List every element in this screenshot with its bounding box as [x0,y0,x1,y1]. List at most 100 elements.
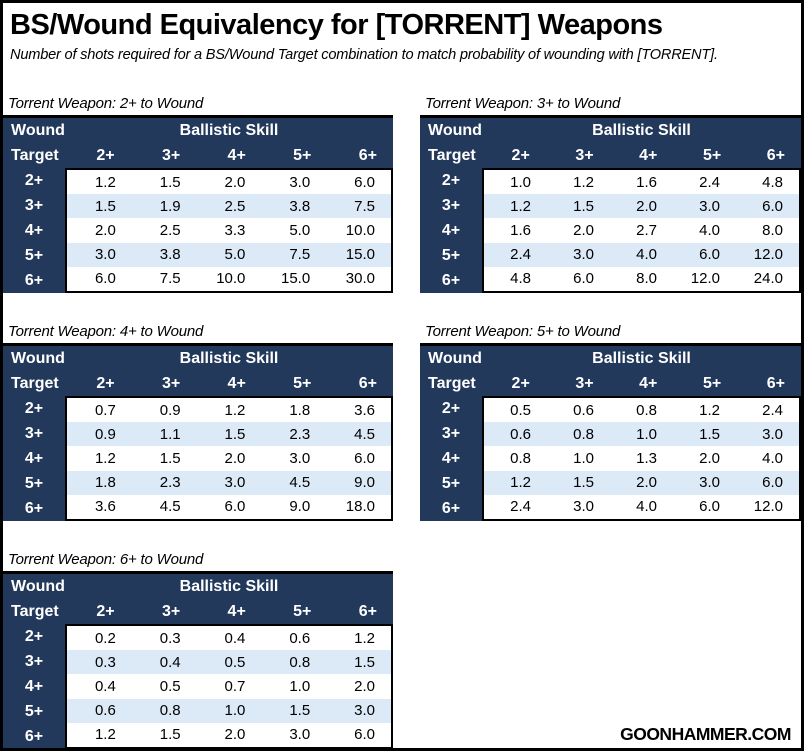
target-header-label: Target [11,602,59,620]
data-cell: 18.0 [345,498,375,516]
data-cell: 0.8 [636,401,657,419]
table-body: 2+ 3+ 4+ 5+ 6+ 1.0 1.2 1.6 2.4 4.8 1.2 1.5 2.0 3.0 6.… [420,168,801,293]
bs-column-header: 4+ [639,146,658,164]
table-header-row-1: Wound Ballistic Skill [420,118,801,143]
data-cell: 3.6 [94,498,116,516]
bs-column-header: 6+ [358,602,377,620]
wound-target-column: 2+ 3+ 4+ 5+ 6+ [420,396,482,521]
table-caption: Torrent Weapon: 4+ to Wound [8,323,204,340]
table-body: 2+ 3+ 4+ 5+ 6+ 0.5 0.6 0.8 1.2 2.4 0.6 0.8 1.0 1.5 3.… [420,396,801,521]
table-row: 1.2 1.5 2.0 3.0 6.0 [67,170,391,195]
table-header-row-2: Target 2+ 3+ 4+ 5+ 6+ [3,143,393,168]
data-cell: 1.5 [354,653,375,671]
table-row: 1.2 1.5 2.0 3.0 6.0 [67,722,391,747]
wound-target-label: 4+ [24,677,44,695]
data-cell: 2.0 [94,221,116,239]
data-cell: 1.6 [510,221,531,239]
data-cell: 6.0 [699,246,720,264]
data-cell: 7.5 [289,246,311,264]
data-cell: 1.8 [94,474,116,492]
goonhammer-watermark: GOONHAMMER.COM [620,724,791,744]
weapon-table-block: Torrent Weapon: 4+ to Wound Wound Ballis… [3,323,393,521]
equivalency-table: Wound Ballistic Skill Target 2+ 3+ 4+ 5+ 6+ … [3,343,393,521]
bs-column-header: 6+ [358,374,377,392]
bs-column-header: 3+ [161,374,181,392]
page-title: BS/Wound Equivalency for [TORRENT] Weapo… [10,9,663,41]
data-cell: 0.3 [94,653,116,671]
data-cell: 0.2 [94,629,116,647]
bs-column-header: 3+ [161,602,181,620]
table-row: 1.6 2.0 2.7 4.0 8.0 [484,218,799,243]
table-body: 2+ 3+ 4+ 5+ 6+ 0.7 0.9 1.2 1.8 3.6 0.9 1.1 1.5 2.3 4.… [3,396,393,521]
ballistic-skill-header: Ballistic Skill [592,121,691,139]
data-cell: 1.2 [94,173,116,191]
wound-target-label: 2+ [24,171,44,189]
data-cell: 2.4 [762,401,783,419]
wound-target-column: 2+ 3+ 4+ 5+ 6+ [420,168,482,293]
data-cell: 2.0 [699,449,720,467]
table-caption: Torrent Weapon: 3+ to Wound [425,95,621,112]
table-row: 0.9 1.1 1.5 2.3 4.5 [67,422,391,447]
data-cell: 10.0 [345,221,375,239]
data-cell: 0.8 [510,449,531,467]
wound-target-label: 5+ [441,474,461,492]
table-row: 0.2 0.3 0.4 0.6 1.2 [67,626,391,651]
data-cell: 15.0 [280,270,311,288]
data-cell: 6.0 [354,726,375,744]
equivalency-table: Wound Ballistic Skill Target 2+ 3+ 4+ 5+ 6+ … [3,571,393,748]
table-header-row-1: Wound Ballistic Skill [3,118,393,143]
data-cell: 4.8 [510,270,531,288]
data-cell: 7.5 [159,270,181,288]
wound-target-label: 2+ [24,627,44,645]
data-cell: 4.0 [762,449,783,467]
data-cell: 0.7 [224,677,246,695]
data-cell: 3.0 [699,474,720,492]
bs-column-header: 5+ [293,374,312,392]
bs-column-header: 6+ [766,146,785,164]
table-row: 0.7 0.9 1.2 1.8 3.6 [67,398,391,423]
data-cell: 1.5 [94,197,116,215]
wound-target-label: 6+ [441,271,461,289]
data-cell: 0.3 [159,629,181,647]
data-cell: 2.0 [636,197,657,215]
wound-target-label: 4+ [24,221,44,239]
data-cell: 3.0 [699,197,720,215]
data-cell: 2.4 [699,173,720,191]
data-cell: 1.2 [354,629,375,647]
table-row: 2.4 3.0 4.0 6.0 12.0 [484,242,799,267]
data-cell: 4.5 [289,474,311,492]
data-cell: 1.0 [636,425,657,443]
table-row: 0.4 0.5 0.7 1.0 2.0 [67,674,391,699]
wound-target-label: 3+ [24,652,44,670]
ballistic-skill-header: Ballistic Skill [179,577,279,595]
target-header-label: Target [428,146,476,164]
table-caption: Torrent Weapon: 5+ to Wound [425,323,621,340]
data-cell: 8.0 [762,221,783,239]
weapon-table-block: Torrent Weapon: 2+ to Wound Wound Ballis… [3,95,393,293]
bs-column-header: 6+ [358,146,377,164]
data-cell: 4.0 [636,498,657,516]
data-cell: 1.5 [159,726,181,744]
data-cell: 0.6 [94,702,116,720]
weapon-table-block: Torrent Weapon: 6+ to Wound Wound Ballis… [3,551,393,748]
data-cell: 3.8 [159,246,181,264]
data-cell: 0.4 [224,629,246,647]
table-row: 2.4 3.0 4.0 6.0 12.0 [484,494,799,519]
table-body: 2+ 3+ 4+ 5+ 6+ 0.2 0.3 0.4 0.6 1.2 0.3 0.4 0.5 0.8 1.… [3,624,393,748]
target-header-label: Target [11,146,59,164]
data-cell: 1.2 [699,401,720,419]
data-cell: 2.0 [573,221,594,239]
bs-column-header: 4+ [227,146,246,164]
table-row: 3.0 3.8 5.0 7.5 15.0 [67,242,391,267]
data-grid: 1.0 1.2 1.6 2.4 4.8 1.2 1.5 2.0 3.0 6.0 1.6 2.0 2.7 4… [482,168,801,293]
data-cell: 6.0 [354,449,375,467]
data-grid: 0.2 0.3 0.4 0.6 1.2 0.3 0.4 0.5 0.8 1.5 0.4 0.5 0.7 1… [65,624,393,748]
equivalency-table: Wound Ballistic Skill Target 2+ 3+ 4+ 5+ 6+ … [420,115,801,293]
data-cell: 12.0 [753,498,783,516]
data-cell: 1.0 [573,449,594,467]
table-row: 1.2 1.5 2.0 3.0 6.0 [484,470,799,495]
bs-column-header: 5+ [293,602,312,620]
data-cell: 6.0 [762,474,783,492]
data-cell: 6.0 [699,498,720,516]
ballistic-skill-header: Ballistic Skill [592,349,691,367]
